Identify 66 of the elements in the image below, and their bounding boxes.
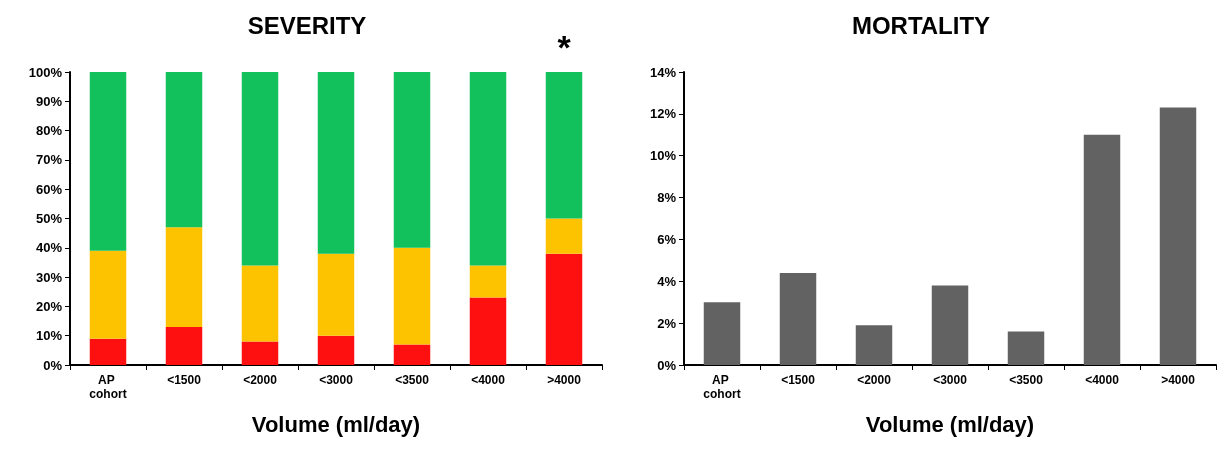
y-tick-label: 50% bbox=[35, 211, 63, 226]
bar bbox=[469, 72, 507, 266]
x-tick-label: <3000 bbox=[933, 373, 968, 387]
y-tick-label: 8% bbox=[657, 190, 677, 206]
bar bbox=[89, 250, 127, 339]
bar bbox=[1083, 134, 1121, 365]
bar bbox=[931, 285, 969, 365]
x-tick-label: <3000 bbox=[319, 373, 354, 387]
bar bbox=[1159, 107, 1197, 365]
bar bbox=[165, 72, 203, 228]
annotation: * bbox=[557, 28, 572, 66]
y-tick-label: 70% bbox=[35, 152, 63, 168]
y-tick-label: 4% bbox=[657, 273, 677, 289]
y-tick-label: 0% bbox=[43, 357, 63, 373]
bar bbox=[545, 253, 583, 365]
x-tick-label: >4000 bbox=[1161, 373, 1196, 387]
bar bbox=[317, 335, 355, 365]
bar bbox=[393, 344, 431, 365]
y-tick-label: 10% bbox=[35, 328, 63, 344]
bar bbox=[165, 227, 203, 327]
bar bbox=[89, 338, 127, 365]
y-tick-label: 30% bbox=[35, 269, 63, 285]
x-tick-label: <3500 bbox=[395, 373, 430, 387]
y-tick-label: 40% bbox=[35, 240, 63, 256]
x-tick-label: <2000 bbox=[243, 373, 278, 387]
y-tick-label: 14% bbox=[649, 64, 677, 80]
y-tick-label: 100% bbox=[28, 64, 63, 80]
bar bbox=[545, 218, 583, 254]
y-tick-label: 60% bbox=[35, 181, 63, 197]
x-tick-label: >4000 bbox=[547, 373, 582, 387]
x-tick-label: <4000 bbox=[1085, 373, 1120, 387]
chart-title: MORTALITY bbox=[851, 11, 991, 39]
y-tick-label: 6% bbox=[657, 231, 677, 247]
x-tick-label: <3500 bbox=[1009, 373, 1044, 387]
bar bbox=[241, 265, 279, 342]
y-tick-label: 20% bbox=[35, 298, 63, 314]
y-tick-label: 12% bbox=[649, 106, 677, 122]
bar bbox=[317, 253, 355, 336]
y-tick-label: 2% bbox=[657, 315, 677, 331]
x-tick-label: <1500 bbox=[781, 373, 816, 387]
y-tick-label: 80% bbox=[35, 123, 63, 139]
bar bbox=[855, 325, 893, 365]
x-tick-label: AP cohort bbox=[703, 373, 741, 401]
x-axis-title: Volume (ml/day) bbox=[865, 411, 1035, 437]
bar bbox=[393, 247, 431, 345]
bar bbox=[703, 302, 741, 365]
y-tick-label: 0% bbox=[657, 357, 677, 373]
bar bbox=[165, 326, 203, 365]
x-tick-label: <4000 bbox=[471, 373, 506, 387]
bar bbox=[393, 72, 431, 248]
x-tick-label: <2000 bbox=[857, 373, 892, 387]
bar bbox=[89, 72, 127, 251]
chart-title: SEVERITY bbox=[247, 11, 367, 39]
x-tick-label: AP cohort bbox=[89, 373, 127, 401]
bar bbox=[241, 341, 279, 365]
bar bbox=[779, 272, 817, 365]
bar bbox=[469, 297, 507, 365]
y-tick-label: 10% bbox=[649, 148, 677, 164]
bar bbox=[545, 72, 583, 219]
bar bbox=[317, 72, 355, 254]
bar bbox=[241, 72, 279, 266]
bar bbox=[1007, 331, 1045, 365]
x-axis-title: Volume (ml/day) bbox=[251, 411, 421, 437]
y-tick-label: 90% bbox=[35, 93, 63, 109]
x-tick-label: <1500 bbox=[167, 373, 202, 387]
bar bbox=[469, 265, 507, 298]
